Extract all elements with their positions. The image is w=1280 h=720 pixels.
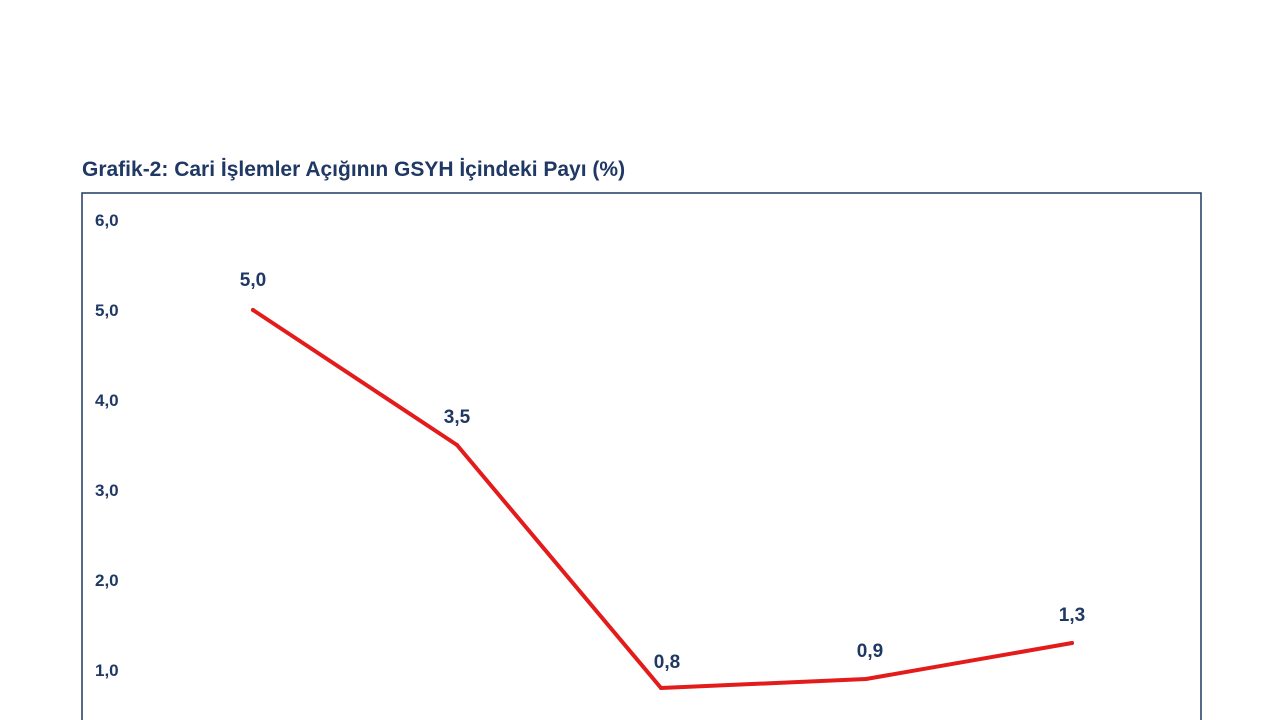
- y-tick-label: 4,0: [95, 391, 119, 410]
- data-point: [659, 686, 663, 690]
- y-tick-label: 6,0: [95, 211, 119, 230]
- y-tick-label: 1,0: [95, 661, 119, 680]
- data-label: 5,0: [240, 270, 266, 291]
- data-point: [864, 677, 868, 681]
- data-label: 1,3: [1059, 605, 1085, 626]
- data-point: [251, 308, 255, 312]
- data-point: [1070, 641, 1074, 645]
- data-point: [455, 443, 459, 447]
- data-label: 0,9: [857, 641, 883, 662]
- data-label: 3,5: [444, 407, 471, 428]
- chart-title: Grafik-2: Cari İşlemler Açığının GSYH İç…: [82, 158, 626, 181]
- series-line: [251, 308, 1074, 690]
- y-tick-label: 3,0: [95, 481, 119, 500]
- y-tick-label: 2,0: [95, 571, 119, 590]
- data-label: 0,8: [654, 652, 680, 673]
- y-tick-label: 5,0: [95, 301, 119, 320]
- plot-frame: [81, 192, 1202, 720]
